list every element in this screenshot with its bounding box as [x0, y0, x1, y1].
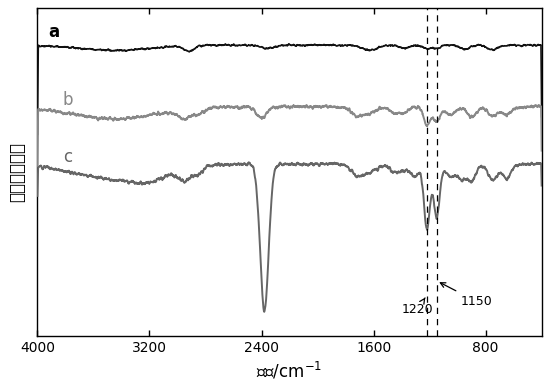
Text: a: a — [48, 23, 60, 41]
Text: c: c — [63, 148, 72, 166]
Text: 1150: 1150 — [441, 283, 492, 308]
Text: 1220: 1220 — [402, 298, 433, 316]
Text: b: b — [63, 91, 73, 109]
X-axis label: 波数/cm$^{-1}$: 波数/cm$^{-1}$ — [256, 361, 323, 382]
Y-axis label: 相对衍射强度: 相对衍射强度 — [8, 142, 26, 202]
